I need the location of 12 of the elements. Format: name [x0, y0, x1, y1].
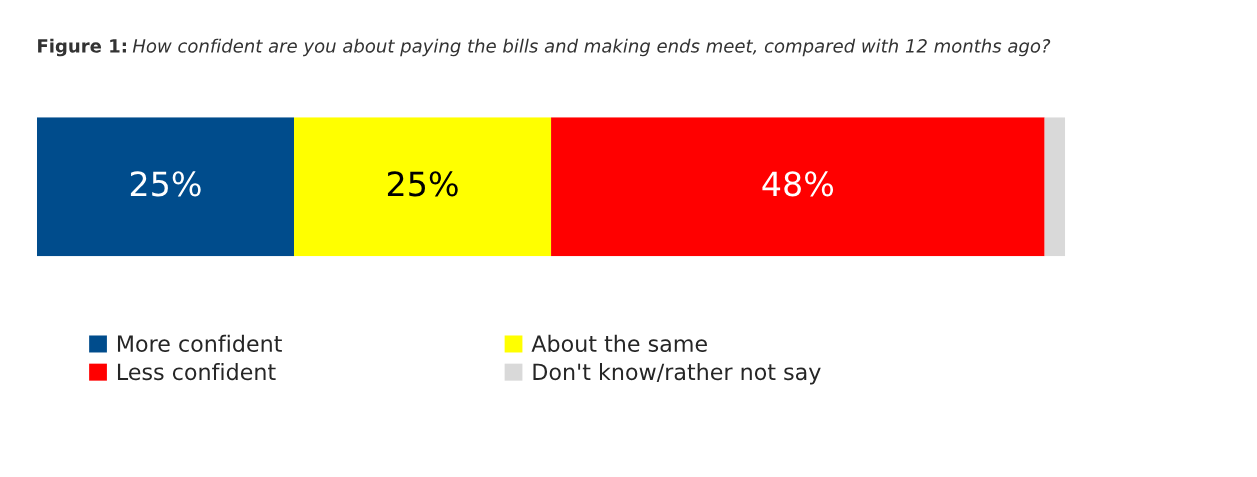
data-label: 25% [130, 171, 201, 197]
legend-label: About the same [531, 334, 707, 353]
legend-label: Less confident [117, 362, 276, 381]
chart-title: Figure 1: How confident are you about paying the bills and making ends meet, compared with 12 months ago? [38, 38, 1051, 57]
data-label: 48% [762, 171, 834, 197]
data-label: 25% [387, 171, 458, 197]
bar [36, 117, 295, 257]
bar [294, 117, 552, 257]
legend-label: Don't know/rather not say [533, 362, 821, 385]
bar [551, 117, 1045, 257]
bar [1044, 117, 1066, 257]
legend-label: More confident [117, 334, 282, 353]
